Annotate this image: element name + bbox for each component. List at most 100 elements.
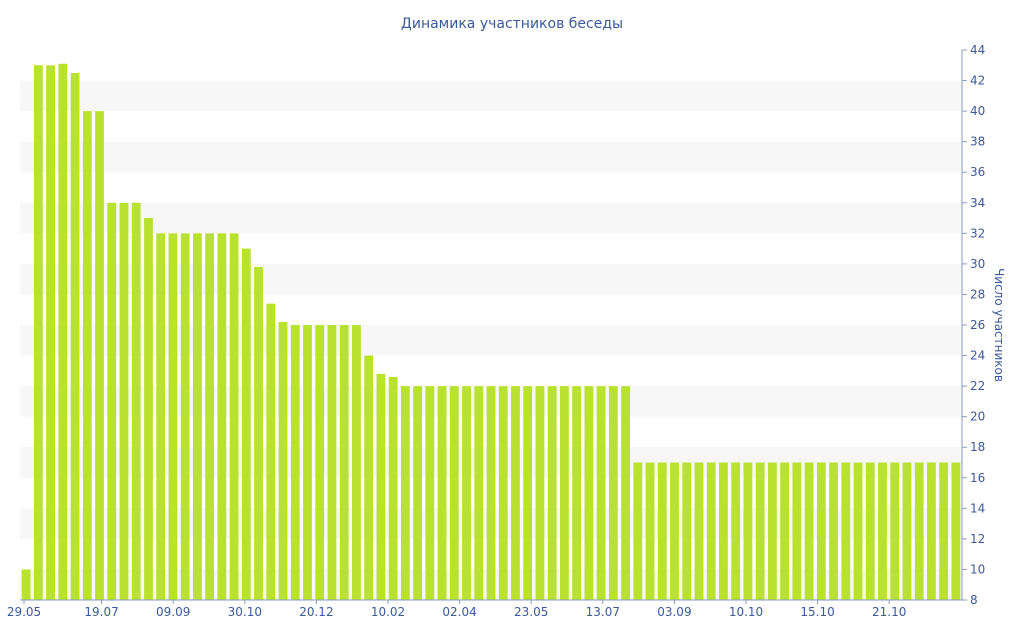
bar[interactable]: [376, 373, 386, 600]
y-tick-label: 42: [970, 74, 985, 88]
bar[interactable]: [131, 202, 141, 600]
bar[interactable]: [70, 72, 80, 601]
bar[interactable]: [853, 462, 863, 601]
bar[interactable]: [486, 386, 496, 600]
bar[interactable]: [792, 462, 802, 601]
bar[interactable]: [82, 111, 92, 601]
chart-title: Динамика участников беседы: [401, 16, 623, 32]
y-tick-label: 38: [970, 135, 985, 149]
bar[interactable]: [388, 376, 398, 600]
bar[interactable]: [584, 386, 594, 600]
bar[interactable]: [694, 462, 704, 601]
bar[interactable]: [657, 462, 667, 601]
bar[interactable]: [303, 325, 312, 600]
bar[interactable]: [33, 65, 43, 600]
bar[interactable]: [829, 462, 838, 601]
bar[interactable]: [706, 462, 716, 601]
bar[interactable]: [168, 233, 178, 600]
bar[interactable]: [241, 248, 251, 601]
bar[interactable]: [670, 462, 679, 601]
bar[interactable]: [21, 569, 31, 600]
bar[interactable]: [731, 462, 741, 601]
bar[interactable]: [951, 462, 961, 601]
bar[interactable]: [290, 325, 300, 600]
grid-band: [20, 141, 962, 173]
bar[interactable]: [205, 233, 215, 600]
bar[interactable]: [596, 386, 606, 600]
y-tick-label: 36: [970, 165, 985, 179]
bar[interactable]: [449, 386, 459, 600]
bar[interactable]: [58, 63, 68, 600]
x-tick-label: 21.10: [872, 605, 906, 619]
y-tick-label: 16: [970, 471, 985, 485]
bar[interactable]: [560, 386, 569, 600]
bar[interactable]: [119, 202, 129, 600]
y-tick-label: 8: [970, 593, 978, 607]
bar[interactable]: [523, 386, 533, 600]
bar[interactable]: [682, 462, 692, 601]
bar[interactable]: [437, 386, 447, 600]
bar[interactable]: [890, 462, 900, 601]
bar[interactable]: [425, 386, 435, 600]
bar[interactable]: [364, 355, 374, 600]
y-tick-label: 44: [970, 43, 985, 57]
bar[interactable]: [743, 462, 753, 601]
x-tick-label: 20.12: [299, 605, 333, 619]
bar[interactable]: [767, 462, 777, 601]
bar[interactable]: [180, 233, 190, 600]
y-tick-label: 18: [970, 440, 985, 454]
bar[interactable]: [156, 233, 166, 600]
bar[interactable]: [865, 462, 875, 601]
bar[interactable]: [498, 386, 508, 600]
bar[interactable]: [144, 218, 153, 600]
bar[interactable]: [229, 233, 239, 600]
x-tick-label: 15.10: [800, 605, 834, 619]
bar[interactable]: [474, 386, 484, 600]
y-tick-label: 20: [970, 410, 985, 424]
bar[interactable]: [266, 303, 276, 600]
bar[interactable]: [278, 321, 288, 600]
bar[interactable]: [608, 386, 618, 600]
bar[interactable]: [939, 462, 949, 601]
y-axis-ticks: 8 10 12 14 16 18 20 22 24 26 28 30 32 34 36 38 40 42 44: [962, 43, 985, 607]
bar[interactable]: [816, 462, 826, 601]
bar[interactable]: [755, 462, 765, 601]
bar[interactable]: [535, 386, 545, 600]
x-tick-label: 30.10: [228, 605, 262, 619]
bar[interactable]: [547, 386, 557, 600]
bar[interactable]: [400, 386, 410, 600]
bar[interactable]: [841, 462, 851, 601]
bar[interactable]: [192, 233, 202, 600]
y-tick-label: 10: [970, 562, 985, 576]
x-tick-label: 10.10: [729, 605, 763, 619]
x-tick-label: 29.05: [7, 605, 41, 619]
bar[interactable]: [927, 462, 936, 601]
bar[interactable]: [352, 325, 361, 600]
bar[interactable]: [621, 386, 630, 600]
bar[interactable]: [95, 111, 104, 601]
bar[interactable]: [46, 65, 55, 600]
y-tick-label: 22: [970, 379, 985, 393]
bar[interactable]: [327, 325, 337, 600]
bar[interactable]: [572, 386, 582, 600]
y-tick-label: 28: [970, 287, 985, 301]
bar[interactable]: [633, 462, 643, 601]
bar[interactable]: [339, 325, 349, 600]
bar[interactable]: [254, 266, 263, 600]
bar[interactable]: [462, 386, 471, 600]
bar[interactable]: [914, 462, 924, 601]
bar[interactable]: [902, 462, 912, 601]
bar[interactable]: [413, 386, 422, 600]
bar[interactable]: [107, 202, 117, 600]
bar[interactable]: [780, 462, 790, 601]
bar[interactable]: [645, 462, 655, 601]
bar[interactable]: [217, 233, 227, 600]
bar[interactable]: [719, 462, 728, 601]
x-tick-label: 10.02: [371, 605, 405, 619]
bar[interactable]: [511, 386, 520, 600]
bar[interactable]: [804, 462, 814, 601]
bar[interactable]: [878, 462, 887, 601]
bar[interactable]: [315, 325, 325, 600]
y-tick-label: 14: [970, 501, 985, 515]
